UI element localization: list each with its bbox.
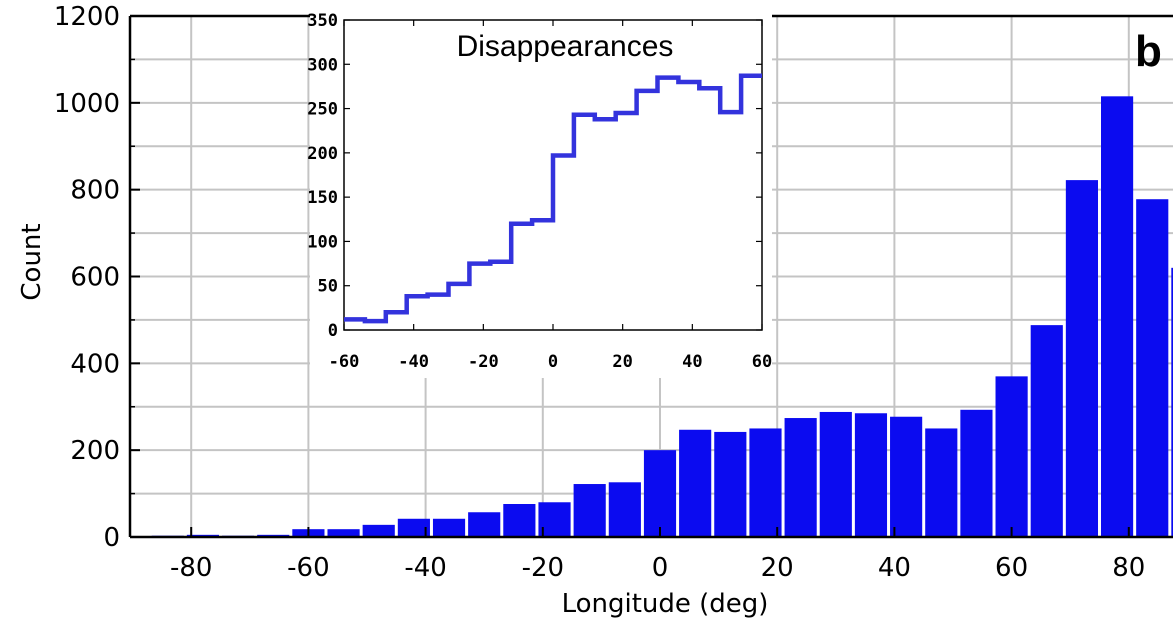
histogram-bar	[925, 428, 958, 537]
histogram-bar	[890, 416, 923, 537]
inset-x-tick-label: -20	[468, 352, 499, 372]
histogram-bar	[503, 504, 536, 537]
y-tick-label: 0	[103, 523, 120, 553]
inset-y-tick-label: 0	[328, 321, 338, 341]
x-tick-label: -40	[404, 553, 446, 583]
x-tick-label: -80	[170, 553, 212, 583]
x-tick-label: -20	[522, 553, 564, 583]
x-tick-label: 0	[652, 553, 669, 583]
histogram-bar	[1136, 199, 1169, 538]
inset-x-tick-label: -40	[398, 352, 429, 372]
histogram-bar	[573, 484, 606, 537]
inset-step-line	[344, 73, 762, 324]
main-bars	[151, 96, 1173, 538]
histogram-bar	[819, 411, 852, 537]
y-tick-label: 1000	[54, 89, 120, 119]
inset-axes	[343, 19, 763, 331]
y-tick-label: 600	[70, 263, 120, 293]
histogram-bar	[784, 418, 817, 537]
histogram-bar	[468, 512, 501, 537]
inset-y-tick-label: 250	[307, 100, 338, 120]
histogram-bar	[643, 450, 677, 537]
histogram-bar	[749, 428, 782, 537]
x-tick-label: 40	[878, 553, 911, 583]
inset-background	[310, 14, 772, 378]
histogram-bar	[1101, 96, 1134, 537]
histogram-bar	[1171, 267, 1173, 537]
histogram-bar	[995, 376, 1028, 537]
x-tick-label: 20	[761, 553, 794, 583]
panel-letter: b	[1135, 27, 1162, 76]
histogram-bar	[608, 482, 641, 537]
y-tick-label: 800	[70, 176, 120, 206]
histogram-bar	[679, 429, 712, 537]
inset-y-tick-label: 100	[307, 232, 338, 252]
x-axis-label: Longitude (deg)	[562, 589, 769, 619]
histogram-bar	[397, 518, 430, 537]
x-tick-label: -60	[287, 553, 329, 583]
histogram-bar	[1065, 180, 1098, 538]
y-tick-label: 200	[70, 436, 120, 466]
inset-title: Disappearances	[457, 30, 674, 63]
histogram-bar	[1030, 325, 1063, 537]
y-tick-label: 400	[70, 349, 120, 379]
inset-x-tick-label: 40	[682, 352, 702, 372]
x-tick-label: 60	[995, 553, 1028, 583]
inset-y-tick-label: 200	[307, 144, 338, 164]
x-tick-label: 80	[1112, 553, 1145, 583]
y-tick-label: 1200	[54, 2, 120, 32]
histogram-bar	[327, 529, 360, 537]
histogram-bar	[432, 518, 466, 537]
histogram-bar	[362, 524, 395, 537]
inset-x-tick-label: 0	[548, 352, 558, 372]
inset-x-tick-label: 20	[612, 352, 632, 372]
main-tick-labels: -80 -60 -40 -20 0 20 40 60 800200400600800100012…	[54, 2, 1146, 583]
histogram-bar	[854, 413, 888, 537]
histogram-bar	[960, 409, 993, 537]
y-axis-label: Count	[17, 223, 47, 300]
inset-y-tick-label: 50	[318, 277, 338, 297]
inset-x-tick-label: 60	[752, 352, 772, 372]
inset-y-tick-label: 300	[307, 55, 338, 75]
inset-y-tick-label: 150	[307, 188, 338, 208]
inset-y-tick-label: 350	[307, 11, 338, 31]
inset-chart: 0 50 100 150 200 250 300 350 -60 -40 -20 0 20 40 60 Di…	[307, 11, 772, 378]
inset-tick-labels: 0 50 100 150 200 250 300 350 -60 -40 -20 0 20 40 60	[307, 11, 772, 372]
inset-x-tick-label: -60	[329, 352, 360, 372]
histogram-bar	[714, 431, 747, 537]
